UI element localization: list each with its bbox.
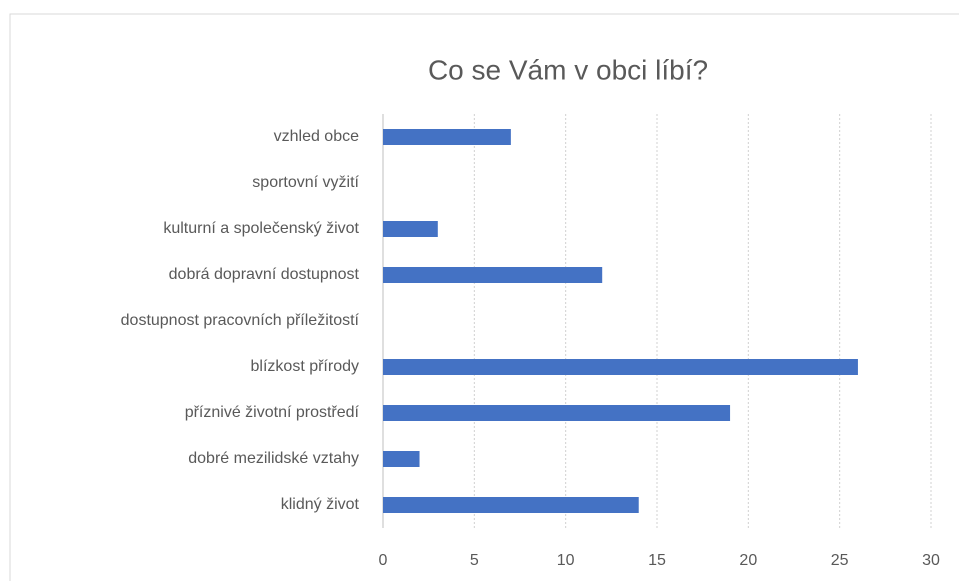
y-tick-label: sportovní vyžití (252, 174, 359, 191)
x-tick-label: 5 (470, 552, 479, 569)
y-tick-label: vzhled obce (274, 128, 359, 145)
x-tick-label: 0 (379, 552, 388, 569)
x-tick-label: 10 (557, 552, 575, 569)
y-tick-label: klidný život (281, 496, 360, 513)
bar (383, 221, 438, 237)
y-tick-label: kulturní a společenský život (163, 220, 359, 237)
bar (383, 359, 858, 375)
bar (383, 129, 511, 145)
y-tick-label: blízkost přírody (251, 358, 359, 375)
x-tick-label: 25 (831, 552, 849, 569)
y-tick-label: dostupnost pracovních příležitostí (121, 312, 360, 329)
y-tick-label: příznivé životní prostředí (185, 404, 360, 421)
bar (383, 267, 603, 283)
x-tick-label: 30 (922, 552, 940, 569)
y-tick-label: dobrá dopravní dostupnost (169, 266, 360, 283)
y-tick-label: dobré mezilidské vztahy (188, 450, 359, 467)
bar (383, 497, 639, 513)
x-tick-label: 15 (648, 552, 666, 569)
chart-frame (9, 13, 959, 581)
bar (383, 405, 731, 421)
chart-title: Co se Vám v obci líbí? (428, 54, 708, 85)
x-tick-label: 20 (739, 552, 757, 569)
bar (383, 451, 420, 467)
